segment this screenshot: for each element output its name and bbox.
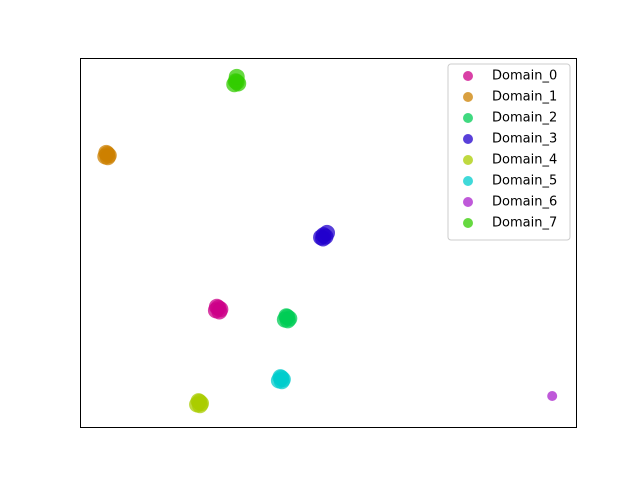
legend-label: Domain_5 [492,174,557,189]
plot-frame [80,58,577,428]
scatter-point [228,68,245,85]
scatter-point [319,224,336,241]
legend-label: Domain_6 [492,195,557,210]
legend-label: Domain_3 [492,132,557,147]
legend-label: Domain_7 [492,216,557,231]
legend-marker [463,218,473,228]
legend-marker [463,71,473,81]
scatter-point [273,373,290,390]
scatter-point [99,149,116,166]
legend-label: Domain_2 [492,111,557,126]
legend-marker [463,155,473,165]
legend-marker [463,176,473,186]
scatter-point [211,303,228,320]
scatter-point [279,312,296,329]
legend-marker [463,113,473,123]
legend-box [447,63,571,241]
legend-marker [463,92,473,102]
legend-label: Domain_4 [492,153,557,168]
legend-marker [463,197,473,207]
scatter-point [547,391,558,402]
legend-label: Domain_0 [492,69,557,84]
legend-marker [463,134,473,144]
legend-label: Domain_1 [492,90,557,105]
scatter-point [192,397,209,414]
